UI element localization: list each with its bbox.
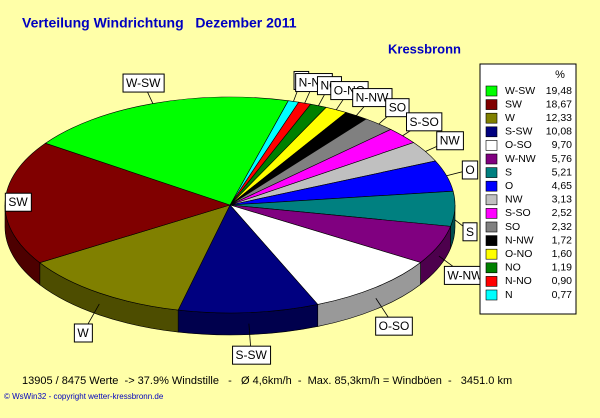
legend-swatch: [485, 112, 498, 124]
slice-label: O: [465, 163, 474, 177]
legend-label: S-SO: [505, 207, 531, 219]
legend-label: W: [505, 112, 515, 124]
slice-label: S: [466, 225, 474, 239]
legend-label: N-NO: [505, 275, 532, 287]
label-box: [375, 316, 413, 336]
legend-value: 1,60: [552, 248, 573, 260]
legend-value: 19,48: [546, 85, 572, 97]
slice-label: S-SO: [409, 115, 438, 129]
slice: [39, 204, 231, 311]
legend-swatch: [485, 276, 498, 287]
legend-swatch: [485, 235, 498, 246]
legend-header: %: [555, 69, 565, 81]
legend-label: N: [505, 289, 513, 301]
legend-label: O: [505, 180, 513, 192]
legend-swatch: [485, 289, 498, 301]
legend-swatch: [485, 248, 498, 260]
legend-label: O-NO: [505, 248, 532, 260]
legend-label: S-SW: [505, 126, 533, 138]
legend-swatch: [485, 167, 498, 178]
legend-swatch: [485, 99, 498, 110]
legend-swatch: [485, 153, 498, 165]
legend-value: 2,32: [552, 221, 573, 233]
legend-label: W-SW: [505, 85, 535, 97]
label-box: [405, 112, 443, 132]
legend-label: N-NW: [505, 234, 534, 246]
chart-subtitle: Kressbronn: [388, 41, 461, 56]
chart-title: Verteilung Windrichtung Dezember 2011: [22, 15, 297, 31]
slice-label: N-NW: [356, 91, 389, 105]
legend-swatch: [485, 194, 498, 206]
slice-label: SO: [389, 101, 406, 115]
pie: [4, 96, 456, 336]
legend-value: 2,52: [552, 207, 573, 219]
legend-swatch: [485, 208, 498, 219]
footer-text: 13905 / 8475 Werte -> 37.9% Windstille -…: [22, 375, 512, 387]
slice: [44, 96, 289, 206]
legend: W-SW 19,48 SW 18,67 W 12,33 S-SW 10,08 O-SO 9,70 W…: [485, 85, 573, 301]
legend-swatch: [485, 180, 498, 192]
legend-value: 12,33: [546, 112, 572, 124]
legend-label: SO: [505, 221, 520, 233]
slice: [229, 204, 422, 305]
legend-label: NW: [505, 194, 523, 206]
legend-value: 3,13: [552, 194, 573, 206]
slice-label: O-SO: [379, 319, 410, 333]
legend-value: 5,21: [552, 166, 573, 178]
slice-label: W-NW: [447, 268, 483, 282]
legend-value: 0,90: [552, 275, 573, 287]
label-box: [232, 345, 272, 365]
legend-value: 1,19: [552, 262, 573, 274]
legend-value: 4,65: [552, 180, 573, 192]
slice-label: SW: [8, 195, 28, 209]
legend-swatch: [485, 85, 498, 97]
legend-label: O-SO: [505, 139, 532, 151]
label-box: [436, 131, 464, 151]
legend-swatch: [485, 221, 498, 233]
label-box: [4, 192, 32, 212]
slice-label: W: [77, 326, 89, 340]
label-box: [122, 73, 165, 93]
label-box: [462, 222, 478, 242]
label-box: [73, 323, 93, 343]
slice: [177, 204, 319, 314]
legend-value: 1,72: [552, 234, 573, 246]
slice-label: NW: [440, 134, 461, 148]
legend-value: 9,70: [552, 139, 573, 151]
legend-swatch: [485, 262, 498, 274]
label-box: [461, 160, 479, 180]
legend-value: 18,67: [546, 98, 572, 110]
legend-swatch: [485, 140, 498, 151]
legend-swatch: [485, 126, 498, 138]
legend-value: 0,77: [552, 289, 573, 301]
legend-value: 10,08: [546, 126, 572, 138]
legend-label: SW: [505, 98, 522, 110]
legend-label: NO: [505, 262, 521, 274]
copyright: © WsWin32 - copyright wetter-kressbronn.…: [4, 392, 164, 401]
legend-value: 5,76: [552, 153, 573, 165]
legend-label: W-NW: [505, 153, 536, 165]
slice-label: W-SW: [126, 76, 161, 90]
slice-label: S-SW: [236, 348, 268, 362]
legend-label: S: [505, 166, 512, 178]
label-box: [385, 98, 410, 118]
label-box: [352, 88, 393, 108]
